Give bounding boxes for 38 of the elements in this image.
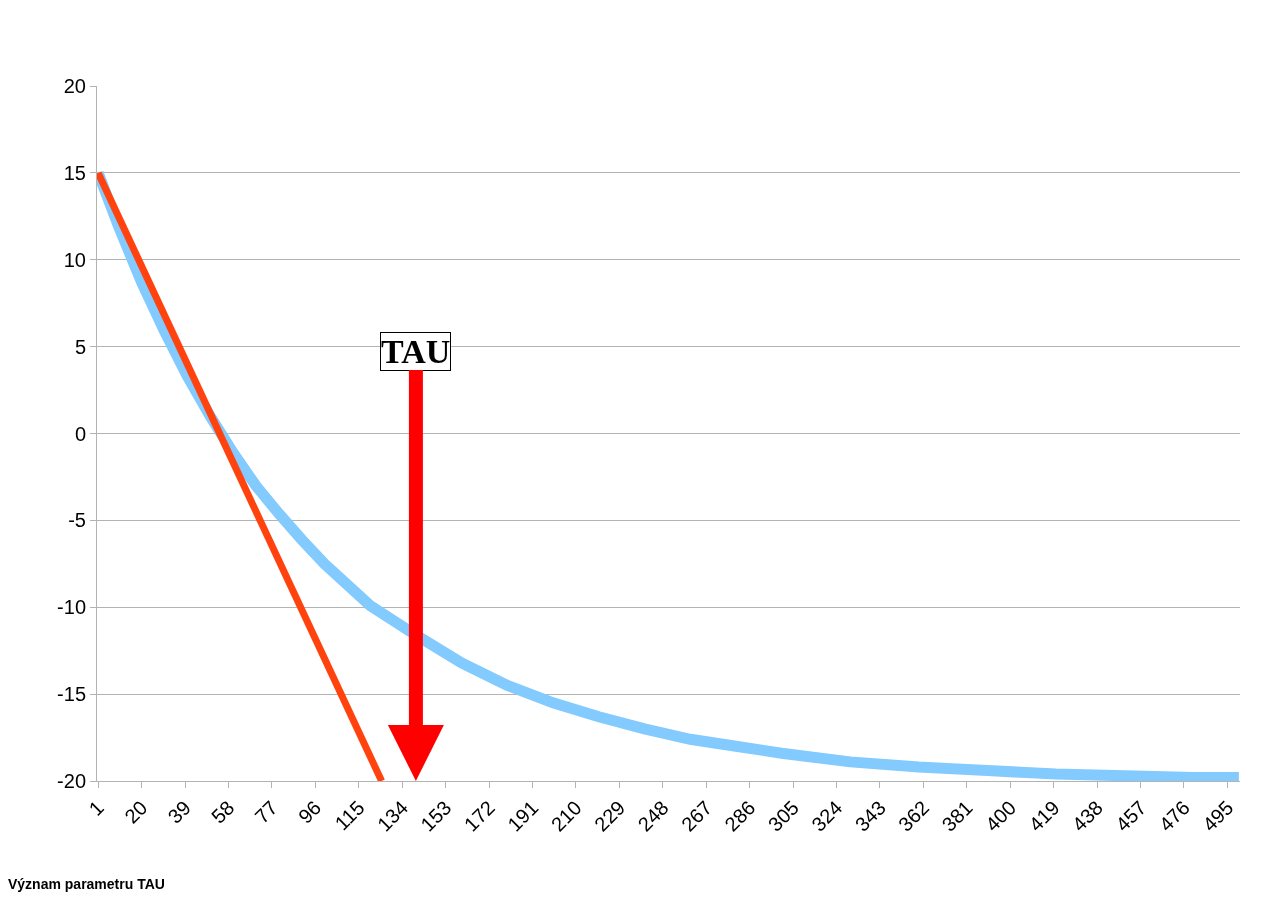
y-tick-label: -5 [68,509,86,532]
x-tick-label: 419 [1024,796,1064,836]
x-tick-label: 400 [981,796,1021,836]
x-tick-label: 248 [633,796,673,836]
x-tick-label: 153 [416,796,456,836]
x-tick-label: 476 [1154,796,1194,836]
y-tick-label: 0 [74,422,86,445]
x-tick-label: 286 [720,796,760,836]
x-tick-label: 362 [894,796,934,836]
text: Význam parametru TAU [8,876,165,892]
y-tick-label: -10 [57,596,86,619]
x-tick-label: 343 [850,796,890,836]
x-tick-label: 191 [503,796,543,836]
x-tick-label: 39 [163,796,195,828]
x-tick-label: 267 [676,796,717,836]
y-tick-label: 15 [63,161,86,184]
y-tick-label: 5 [74,335,86,358]
x-tick-label: 457 [1111,796,1151,836]
x-tick-label: 115 [330,796,369,835]
x-tick-label: 305 [763,796,803,836]
x-tick-label: 172 [459,796,499,836]
x-tick-label: 58 [207,796,239,828]
annotation: TAU [381,333,451,370]
x-tick-label: 96 [293,796,326,828]
x-tick-label: 495 [1198,796,1238,836]
y-tick-label: 10 [63,248,86,271]
x-tick-label: 20 [120,796,152,828]
x-tick-label: 1 [84,796,109,820]
x-tick-label: 77 [250,796,282,828]
y-tick-label: -15 [57,683,86,706]
y-tick-label: -20 [57,770,86,792]
x-tick-label: 324 [807,796,847,836]
x-tick-label: 381 [937,796,977,836]
x-tick-label: 438 [1067,796,1108,836]
y-tick-label: 20 [63,75,86,97]
x-tick-label: 134 [372,796,413,836]
x-tick-label: 210 [546,796,586,836]
x-tick-label: 229 [590,796,630,836]
